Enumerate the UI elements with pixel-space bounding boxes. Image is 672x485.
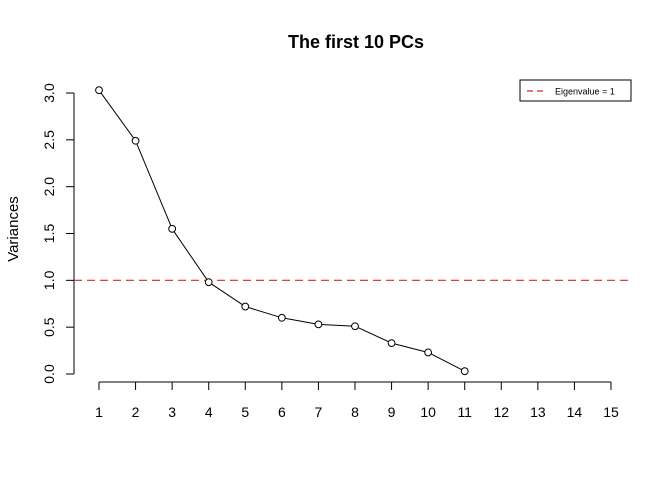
data-point-pc-9 — [387, 339, 396, 347]
series-0-segment-8 — [354, 325, 392, 344]
legend: Eigenvalue = 1 — [519, 79, 632, 102]
x-tick-label-8: 8 — [351, 404, 359, 420]
data-point-pc-7 — [314, 320, 323, 329]
series-0-segment-1 — [98, 89, 136, 142]
series-0-segment-5 — [245, 306, 283, 319]
x-tick-label-1: 1 — [95, 404, 103, 420]
x-tick-label-11: 11 — [457, 404, 472, 420]
y-tick-label-1.5: 1.5 — [41, 224, 57, 244]
y-tick-label-1.0: 1.0 — [41, 270, 57, 290]
x-tick-label-2: 2 — [132, 404, 140, 420]
data-point-pc-6 — [277, 313, 286, 322]
series-0-segment-2 — [135, 140, 173, 230]
x-tick-label-9: 9 — [388, 404, 396, 420]
series-0-segment-7 — [318, 323, 356, 327]
x-tick-label-10: 10 — [420, 404, 436, 420]
data-point-pc-1 — [95, 86, 103, 95]
y-tick-label-0.0: 0.0 — [41, 364, 57, 384]
series-0-segment-9 — [391, 342, 429, 353]
x-tick-label-3: 3 — [168, 404, 176, 420]
series-0-segment-3 — [171, 228, 210, 283]
chart-title: The first 10 PCs — [288, 32, 424, 52]
axes: 1 2 3 4 5 6 7 8 9 10 11 12 13 14 15 0.00.51.01.52.02.5… — [41, 83, 619, 420]
legend-label: Eigenvalue = 1 — [555, 87, 615, 97]
x-tick-label-7: 7 — [315, 404, 323, 420]
x-tick-label-4: 4 — [205, 404, 213, 420]
x-axis: 1 2 3 4 5 6 7 8 9 10 11 12 13 14 15 — [95, 381, 619, 420]
data-point-pc-8 — [351, 322, 359, 331]
x-tick-label-5: 5 — [241, 404, 249, 420]
y-tick-label-0.5: 0.5 — [41, 317, 57, 337]
series-0-segment-6 — [281, 317, 319, 325]
x-tick-label-6: 6 — [278, 404, 286, 420]
y-tick-label-3.0: 3.0 — [41, 83, 57, 103]
data-point-pc-5 — [241, 302, 250, 311]
x-tick-label-14: 14 — [567, 404, 583, 420]
y-axis-label: Variances — [5, 196, 22, 262]
series-0-segment-4 — [208, 281, 246, 307]
legend-box — [519, 79, 632, 102]
data-point-pc-11 — [460, 367, 469, 376]
x-tick-label-15: 15 — [603, 404, 619, 420]
x-tick-label-13: 13 — [530, 404, 546, 420]
x-tick-label-12: 12 — [493, 404, 509, 420]
series-points — [95, 86, 469, 376]
data-point-pc-4 — [204, 278, 213, 287]
y-tick-label-2.0: 2.0 — [41, 177, 57, 197]
y-tick-label-2.5: 2.5 — [41, 130, 57, 150]
y-axis: 0.0 0.5 1.0 1.5 2.0 2.5 3.0 — [41, 83, 75, 384]
series-lines — [98, 89, 465, 372]
data-point-pc-10 — [424, 348, 433, 357]
data-point-pc-3 — [168, 224, 177, 233]
data-point-pc-2 — [131, 136, 140, 145]
series-0-segment-10 — [427, 352, 465, 372]
